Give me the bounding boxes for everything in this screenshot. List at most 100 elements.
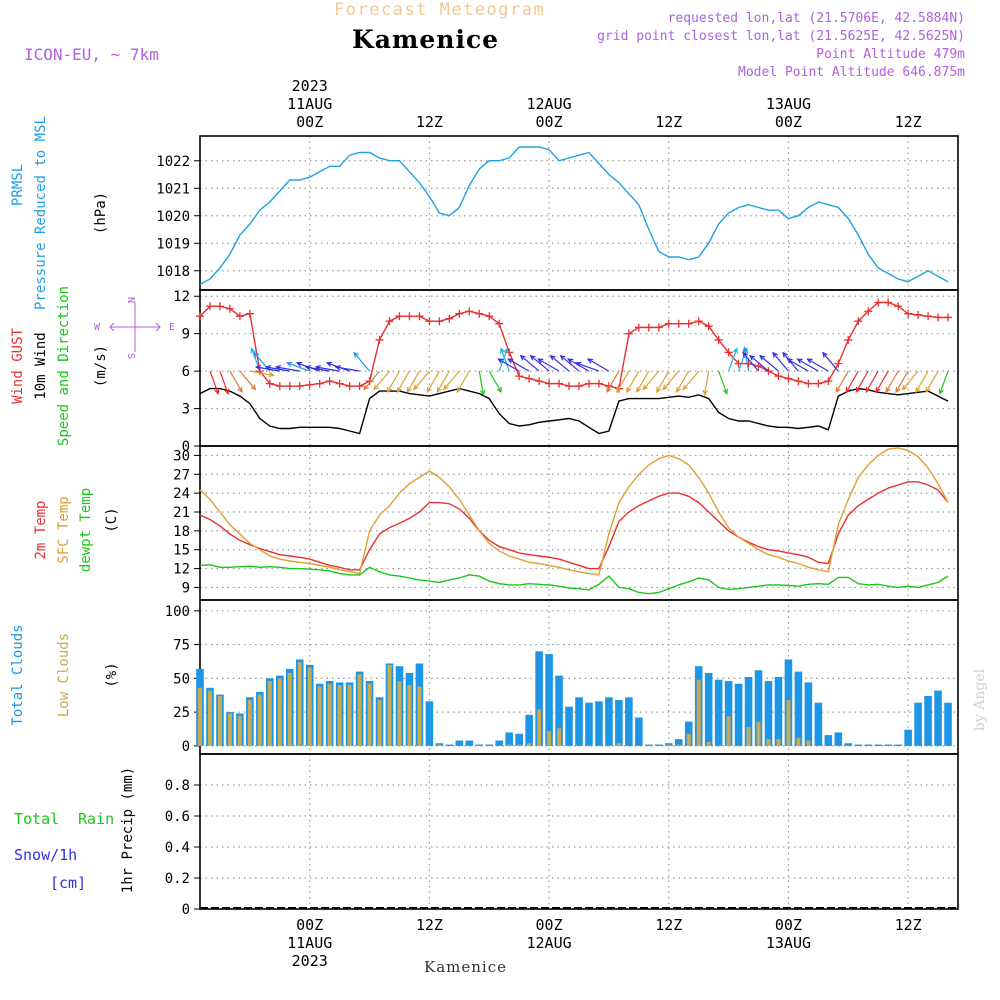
wind-arrow bbox=[413, 370, 430, 391]
total-cloud-bar bbox=[834, 732, 843, 746]
label-pressure-msl: Pressure Reduced to MSL bbox=[33, 116, 49, 310]
low-cloud-bar bbox=[616, 743, 621, 746]
ytick-label: 1020 bbox=[156, 209, 190, 225]
gust-marker bbox=[884, 298, 893, 307]
label-speed-direction: Speed and Direction bbox=[56, 286, 72, 446]
gust-marker bbox=[824, 377, 833, 386]
low-cloud-bar bbox=[776, 739, 781, 746]
gust-marker bbox=[694, 317, 703, 326]
gust-marker bbox=[794, 377, 803, 386]
model-altitude: Model Point Altitude 646.875m bbox=[738, 65, 965, 80]
gust-marker bbox=[355, 382, 364, 391]
unit-hpa: (hPa) bbox=[93, 192, 109, 234]
wind-arrow bbox=[895, 370, 909, 394]
low-cloud-bar bbox=[417, 686, 422, 746]
wind-arrow bbox=[304, 365, 330, 372]
ytick-label: 30 bbox=[173, 448, 190, 464]
wind-arrow bbox=[875, 370, 889, 394]
total-cloud-bar bbox=[844, 743, 853, 746]
bottom-tick-b12a: 12Z bbox=[416, 916, 443, 934]
wind-arrow bbox=[499, 347, 510, 372]
top-tick-d13: 13AUG 00Z bbox=[766, 95, 811, 131]
total-cloud-bar bbox=[535, 651, 543, 746]
low-cloud-bar bbox=[507, 744, 512, 746]
total-cloud-bar bbox=[545, 654, 553, 746]
gust-marker bbox=[594, 379, 603, 388]
unit-c: (C) bbox=[104, 507, 120, 532]
wind-arrow bbox=[718, 370, 728, 396]
label-sfc-temp: SFC Temp bbox=[56, 496, 72, 563]
gust-marker bbox=[435, 317, 444, 326]
gust-marker bbox=[205, 302, 214, 311]
series-2m-temp bbox=[199, 481, 949, 571]
gust-marker bbox=[624, 329, 633, 338]
ytick-label: 0 bbox=[182, 439, 190, 455]
wind-arrow bbox=[656, 370, 670, 394]
wind-arrow bbox=[406, 370, 420, 394]
total-cloud-bar bbox=[864, 744, 873, 746]
low-cloud-bar bbox=[337, 685, 342, 746]
gust-marker bbox=[335, 379, 344, 388]
low-cloud-bar bbox=[726, 716, 731, 746]
wind-arrow bbox=[759, 354, 779, 372]
gust-marker bbox=[565, 382, 574, 391]
model-label: ICON-EU, ~ 7km bbox=[24, 45, 159, 64]
low-cloud-bar bbox=[207, 690, 212, 746]
wind-arrow bbox=[586, 358, 610, 372]
wind-arrow bbox=[264, 365, 290, 372]
wind-arrow bbox=[436, 370, 450, 394]
gust-marker bbox=[674, 319, 683, 328]
low-cloud-bar bbox=[287, 672, 292, 746]
ytick-label: 1019 bbox=[156, 236, 190, 252]
wind-arrow bbox=[478, 370, 486, 397]
label-10m-wind: 10m Wind bbox=[33, 332, 49, 399]
legend-snow: Snow/1h bbox=[14, 846, 77, 864]
total-cloud-bar bbox=[884, 744, 892, 746]
wind-arrow bbox=[537, 358, 560, 372]
gust-marker bbox=[744, 359, 753, 368]
wind-arrow bbox=[796, 358, 819, 372]
wind-arrow bbox=[642, 370, 660, 391]
ytick-label: 12 bbox=[173, 562, 190, 578]
ytick-label: 0 bbox=[182, 739, 190, 755]
ytick-label: 24 bbox=[173, 486, 190, 502]
wind-arrow bbox=[782, 351, 799, 372]
series-wind-gust bbox=[199, 301, 948, 390]
total-cloud-bar bbox=[754, 670, 763, 746]
series-10m-wind bbox=[199, 387, 949, 435]
compass-e: E bbox=[169, 322, 175, 333]
total-cloud-bar bbox=[804, 682, 813, 746]
low-cloud-bar bbox=[217, 695, 222, 746]
ytick-label: 18 bbox=[173, 524, 190, 540]
label-wind-gust: Wind GUST bbox=[10, 328, 26, 404]
requested-coords: requested lon,lat (21.5706E, 42.5884N) bbox=[668, 11, 965, 26]
low-cloud-bar bbox=[437, 744, 442, 746]
gust-marker bbox=[515, 372, 524, 381]
total-cloud-bar bbox=[824, 735, 833, 746]
total-cloud-bar bbox=[565, 706, 573, 746]
total-cloud-bar bbox=[854, 744, 863, 746]
gust-marker bbox=[395, 312, 404, 321]
gust-marker bbox=[575, 382, 583, 391]
y-axis-labels: PRMSL Pressure Reduced to MSL (hPa) Wind GU… bbox=[10, 116, 175, 893]
total-cloud-bar bbox=[425, 701, 434, 746]
gust-marker bbox=[644, 323, 653, 332]
total-cloud-bar bbox=[744, 677, 753, 746]
gust-marker bbox=[425, 317, 434, 326]
gust-marker bbox=[475, 309, 484, 318]
low-cloud-bar bbox=[676, 744, 681, 746]
low-cloud-bar bbox=[307, 667, 312, 746]
gust-marker bbox=[664, 319, 673, 328]
gust-marker bbox=[535, 377, 544, 386]
bottom-tick-b12b: 12Z bbox=[655, 916, 682, 934]
total-cloud-bar bbox=[615, 699, 623, 746]
low-cloud-bar bbox=[557, 728, 562, 746]
wind-arrow bbox=[702, 370, 710, 397]
ytick-label: 0.2 bbox=[165, 871, 190, 887]
wind-arrow bbox=[749, 354, 769, 372]
gust-marker bbox=[684, 319, 693, 328]
ytick-label: 12 bbox=[173, 289, 190, 305]
compass-arrows bbox=[109, 302, 161, 352]
